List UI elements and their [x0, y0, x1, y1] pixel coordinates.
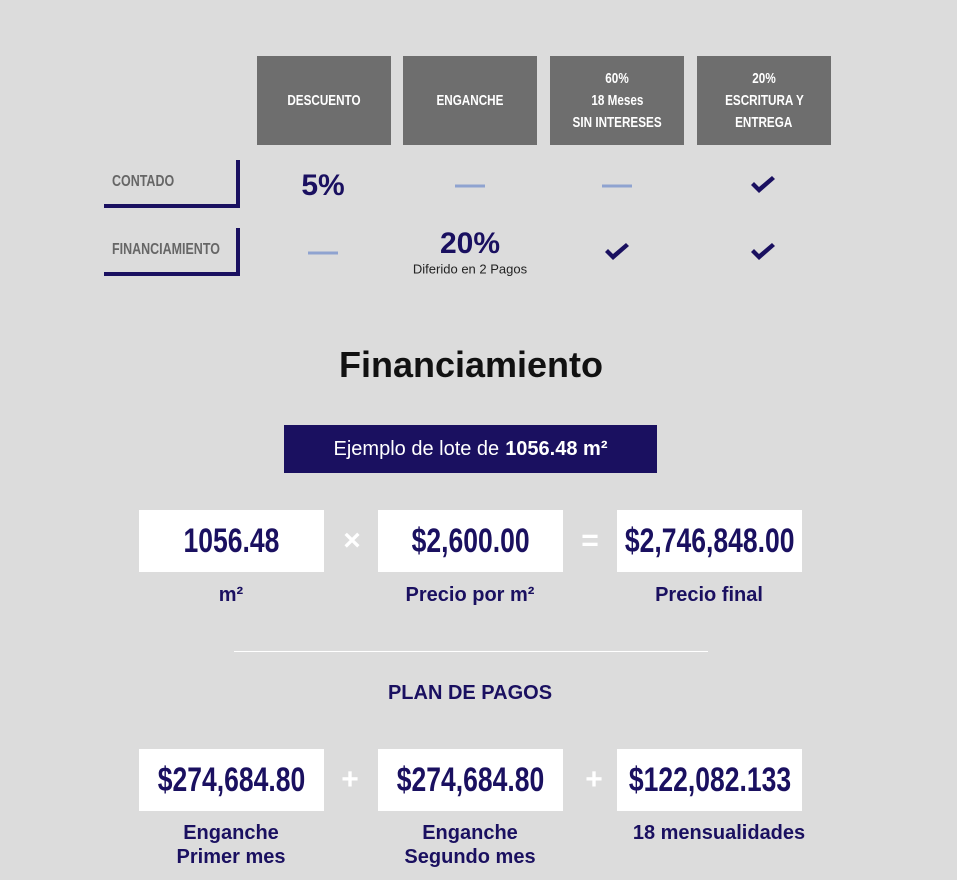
check	[751, 176, 775, 193]
header-cell: 20% ESCRITURA Y ENTREGA	[697, 56, 831, 145]
operator: +	[341, 763, 359, 796]
row-label: FINANCIAMIENTO	[104, 228, 240, 276]
text: Segundo mes	[404, 846, 536, 868]
section-title: Financiamiento	[338, 344, 604, 385]
value-label: Enganche Segundo mes	[404, 821, 535, 869]
value-box: $2,746,848.00	[617, 510, 802, 572]
text: CONTADO	[112, 173, 175, 190]
text: Enganche	[183, 822, 279, 844]
text: 1056.48	[183, 521, 280, 560]
plan-title: PLAN DE PAGOS	[387, 682, 553, 704]
header-text: SIN INTERESES	[572, 113, 662, 131]
header-cell: 60% 18 Meses SIN INTERESES	[550, 56, 684, 145]
header-text: 60%	[605, 69, 629, 87]
dash	[602, 184, 632, 188]
operator: =	[581, 524, 599, 557]
text: $2,600.00	[411, 521, 530, 560]
value-box: 1056.48	[139, 510, 324, 572]
value-label: 18 mensualidades	[633, 821, 805, 845]
text: 18 mensualidades	[632, 822, 806, 844]
dash	[455, 184, 485, 188]
text: $274,684.80	[396, 760, 545, 799]
value-box: $274,684.80	[378, 749, 563, 811]
banner: Ejemplo de lote de 1056.48 m²	[284, 425, 657, 473]
operator: ×	[343, 524, 361, 557]
header-cell: DESCUENTO	[257, 56, 391, 145]
header-text: DESCUENTO	[287, 91, 361, 109]
value-label: Precio final	[655, 584, 763, 606]
cell-value: 5%	[301, 169, 345, 202]
row-label: CONTADO	[104, 160, 240, 208]
value-label: m²	[218, 584, 244, 606]
text: FINANCIAMIENTO	[112, 241, 220, 258]
value-box: $274,684.80	[139, 749, 324, 811]
text: $274,684.80	[157, 760, 306, 799]
cell-value: 20%	[439, 227, 501, 260]
header-text: ESCRITURA Y	[724, 91, 804, 109]
banner-text: Ejemplo de lote de	[333, 437, 500, 460]
operator: +	[585, 763, 603, 796]
header-cell: ENGANCHE	[403, 56, 537, 145]
cell-note: Diferido en 2 Pagos	[412, 261, 528, 277]
text: Enganche	[422, 822, 518, 844]
text: $2,746,848.00	[624, 521, 795, 560]
header-text: 18 Meses	[590, 91, 644, 109]
header-text: 20%	[752, 69, 776, 87]
value-box: $2,600.00	[378, 510, 563, 572]
header-text: ENTREGA	[735, 113, 793, 131]
value-label: Precio por m²	[405, 584, 535, 606]
banner-bold: 1056.48 m²	[505, 437, 608, 460]
value-label: Enganche Primer mes	[177, 821, 286, 869]
value-box: $122,082.133	[617, 749, 802, 811]
divider	[234, 651, 708, 652]
check	[605, 243, 629, 260]
check	[751, 243, 775, 260]
text: $122,082.133	[628, 760, 791, 799]
dash	[308, 251, 338, 255]
text: Primer mes	[176, 846, 286, 868]
header-text: ENGANCHE	[436, 91, 504, 109]
